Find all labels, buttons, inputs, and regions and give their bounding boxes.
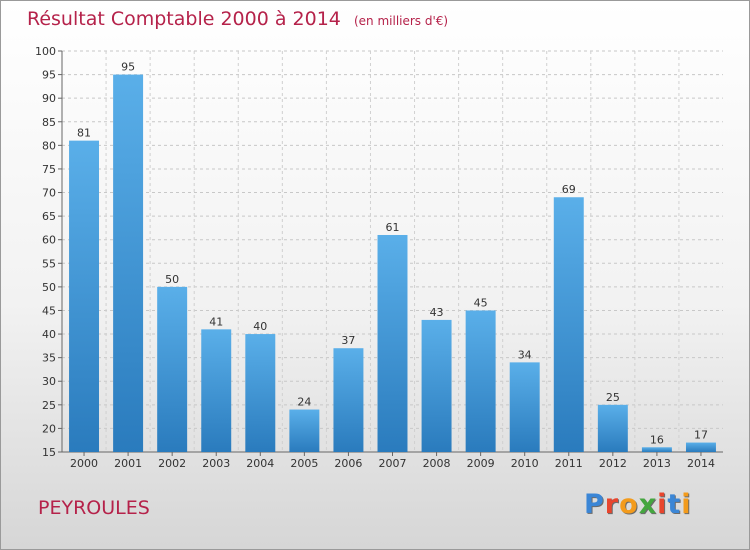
bar-2014 — [685, 442, 716, 452]
x-tick-label: 2005 — [290, 457, 318, 470]
bar-2013 — [641, 447, 672, 452]
bar-2002 — [157, 286, 188, 452]
value-labels: 81 95 50 41 40 24 37 61 43 45 34 69 25 16 17 — [77, 61, 708, 447]
bar-2001 — [113, 74, 144, 453]
logo-letter: x — [638, 489, 658, 520]
bar-2008 — [421, 319, 452, 452]
logo-letter: P — [584, 489, 605, 520]
x-tick-label: 2013 — [643, 457, 671, 470]
value-label: 34 — [518, 348, 532, 361]
value-label: 41 — [209, 315, 223, 328]
y-tick-label: 95 — [42, 69, 56, 82]
bar-2003 — [201, 329, 232, 452]
value-label: 81 — [77, 127, 91, 140]
x-tick-label: 2006 — [334, 457, 362, 470]
bar-2006 — [333, 348, 364, 452]
y-tick-label: 85 — [42, 116, 56, 129]
y-tick-label: 90 — [42, 92, 56, 105]
bar-2000 — [69, 140, 100, 452]
x-tick-label: 2007 — [379, 457, 407, 470]
y-tick-label: 70 — [42, 187, 56, 200]
y-tick-label: 20 — [42, 422, 56, 435]
y-tick-label: 15 — [42, 446, 56, 459]
x-tick-labels: 2000 2001 2002 2003 2004 2005 2006 2007 2008 2009… — [70, 457, 715, 470]
y-tick-label: 55 — [42, 257, 56, 270]
title-unit: (en milliers d'€) — [353, 14, 449, 28]
x-tick-label: 2014 — [687, 457, 715, 470]
y-tick-label: 45 — [42, 304, 56, 317]
y-tick-label: 100 — [35, 45, 56, 58]
bar-2005 — [289, 409, 320, 452]
x-tick-label: 2000 — [70, 457, 98, 470]
title-main: Résultat Comptable 2000 à 2014 — [27, 8, 341, 30]
value-label: 69 — [562, 183, 576, 196]
y-tick-label: 25 — [42, 399, 56, 412]
logo-letter: r — [604, 489, 620, 520]
commune-name: PEYROULES — [38, 497, 150, 519]
x-tick-label: 2012 — [599, 457, 627, 470]
x-tick-label: 2011 — [555, 457, 583, 470]
proxiti-logo: Proxiti — [584, 489, 692, 520]
y-tick-label: 60 — [42, 234, 56, 247]
x-tick-label: 2002 — [158, 457, 186, 470]
value-label: 45 — [474, 296, 488, 309]
value-label: 17 — [694, 429, 708, 442]
value-label: 24 — [297, 396, 311, 409]
value-label: 16 — [650, 433, 664, 446]
bar-2004 — [245, 334, 276, 452]
y-tick-label: 30 — [42, 375, 56, 388]
logo-letter: i — [657, 489, 668, 520]
logo-letter: o — [619, 489, 639, 520]
value-label: 50 — [165, 273, 179, 286]
value-label: 40 — [253, 320, 267, 333]
x-tick-label: 2004 — [246, 457, 274, 470]
logo-letter: i — [681, 489, 692, 520]
logo-letter: t — [667, 489, 682, 520]
x-tick-label: 2008 — [423, 457, 451, 470]
bar-2009 — [465, 310, 496, 452]
y-tick-label: 35 — [42, 352, 56, 365]
x-tick-label: 2009 — [467, 457, 495, 470]
y-tick-label: 40 — [42, 328, 56, 341]
bar-2007 — [377, 234, 408, 452]
x-tick-label: 2010 — [511, 457, 539, 470]
y-tick-labels: 15 20 25 30 35 40 45 50 55 60 65 70 75 80 85 90 95 100 — [35, 45, 56, 459]
y-tick-label: 50 — [42, 281, 56, 294]
bar-2010 — [509, 362, 540, 452]
bars — [69, 74, 716, 453]
x-tick-label: 2001 — [114, 457, 142, 470]
y-tick-label: 80 — [42, 139, 56, 152]
y-tick-label: 75 — [42, 163, 56, 176]
value-label: 37 — [341, 334, 355, 347]
value-label: 43 — [430, 306, 444, 319]
bar-2011 — [553, 197, 584, 452]
y-tick-label: 65 — [42, 210, 56, 223]
chart-title: Résultat Comptable 2000 à 2014 (en milli… — [27, 8, 448, 30]
bar-2012 — [597, 404, 628, 452]
value-label: 95 — [121, 61, 135, 74]
value-label: 61 — [386, 221, 400, 234]
x-tick-label: 2003 — [202, 457, 230, 470]
value-label: 25 — [606, 391, 620, 404]
